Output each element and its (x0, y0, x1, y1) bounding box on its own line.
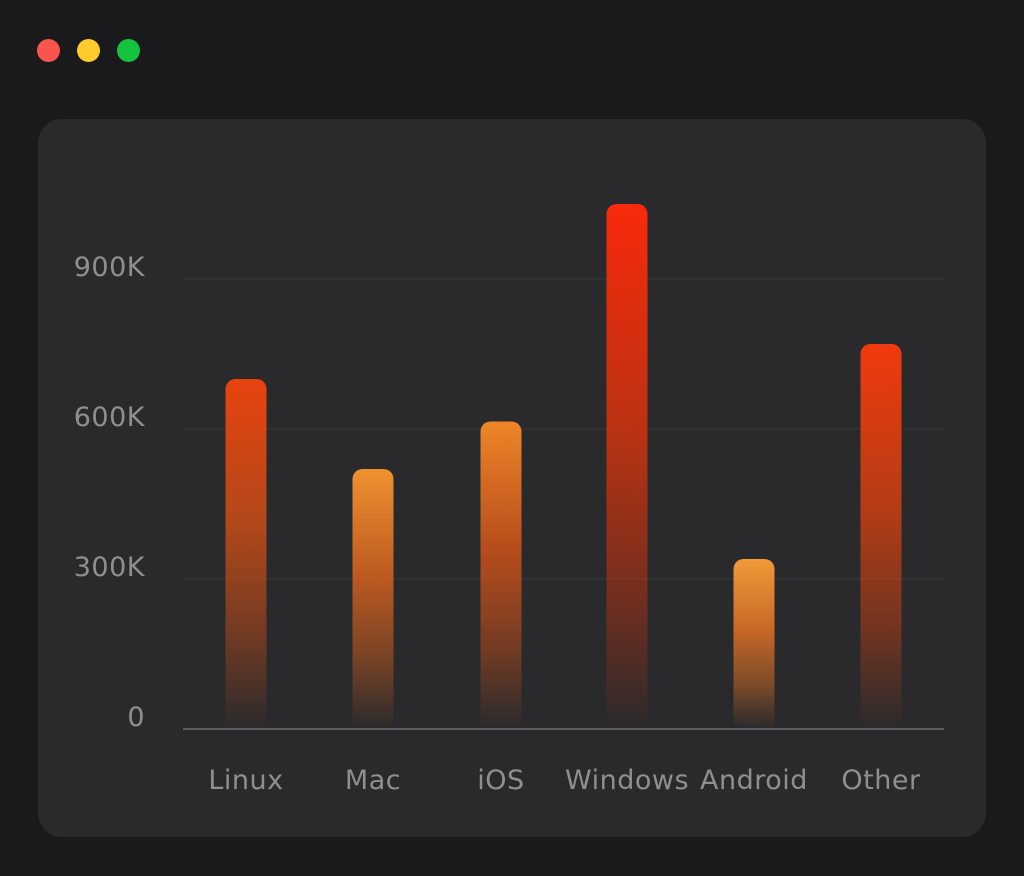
x-label-linux: Linux (208, 765, 283, 796)
x-label-windows: Windows (565, 765, 689, 796)
x-label-ios: iOS (477, 765, 524, 796)
minimize-button[interactable] (77, 39, 100, 62)
y-tick-label: 600K (74, 402, 146, 433)
y-tick-label: 0 (127, 702, 145, 733)
bar-windows[interactable] (606, 204, 648, 729)
bar-mac[interactable] (352, 469, 394, 729)
x-label-other: Other (841, 765, 921, 796)
bar-linux[interactable] (225, 379, 267, 729)
maximize-button[interactable] (117, 39, 140, 62)
bar-chart: 900K 600K 300K 0 Linux Mac iOS Windows Android Ot… (74, 204, 944, 796)
y-tick-label: 900K (74, 252, 146, 283)
x-label-mac: Mac (345, 765, 401, 796)
bar-android[interactable] (733, 559, 775, 729)
y-tick-label: 300K (74, 552, 146, 583)
bar-other[interactable] (860, 344, 902, 729)
bar-ios[interactable] (480, 421, 522, 730)
close-button[interactable] (37, 39, 60, 62)
titlebar (37, 39, 140, 62)
chart-card: 900K 600K 300K 0 Linux Mac iOS Windows Android Ot… (38, 119, 986, 837)
x-label-android: Android (700, 765, 808, 796)
